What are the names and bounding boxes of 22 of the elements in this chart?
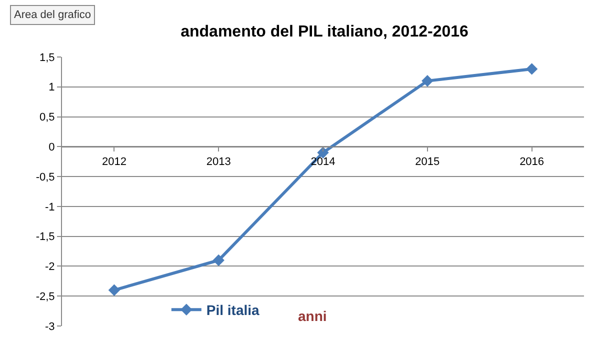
x-axis-title: anni bbox=[298, 308, 327, 324]
point bbox=[526, 63, 538, 75]
y-tick-label: 0,5 bbox=[40, 112, 55, 124]
point bbox=[422, 75, 434, 87]
point bbox=[212, 254, 224, 266]
y-tick-label: -2 bbox=[45, 261, 55, 274]
x-tick-label: 2015 bbox=[415, 156, 440, 168]
legend-label: Pil italia bbox=[206, 302, 260, 318]
x-tick-label: 2013 bbox=[206, 156, 231, 168]
x-tick-label: 2012 bbox=[102, 156, 126, 168]
point bbox=[108, 284, 120, 296]
y-tick-label: -1,5 bbox=[36, 231, 55, 244]
y-tick-label: -3 bbox=[45, 320, 55, 333]
y-tick-label: -0,5 bbox=[36, 171, 55, 184]
y-tick-label: 1 bbox=[48, 82, 55, 94]
y-tick-label: 1,5 bbox=[40, 52, 55, 64]
y-tick-label: -2,5 bbox=[36, 290, 55, 303]
chart-title: andamento del PIL italiano, 2012-2016 bbox=[180, 23, 469, 40]
y-tick-label: -1 bbox=[45, 201, 55, 214]
y-tick-label: 0 bbox=[48, 142, 55, 154]
text: Area del grafico bbox=[14, 9, 92, 21]
x-tick-label: 2016 bbox=[520, 156, 544, 168]
